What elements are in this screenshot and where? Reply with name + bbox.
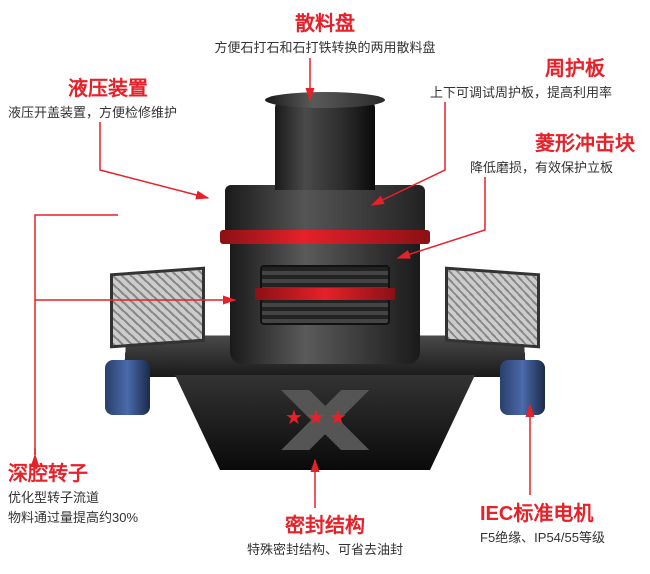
callout-title: 液压装置 [8, 75, 208, 103]
callout-desc: 优化型转子流道 [8, 488, 183, 508]
callout-title: 菱形冲击块 [470, 130, 650, 158]
mesh-guard-left [110, 267, 205, 349]
callout-title: 密封结构 [230, 512, 420, 540]
upper-housing [225, 185, 425, 235]
callout-lingxing: 菱形冲击块 降低磨损，有效保护立板 [470, 130, 650, 178]
callout-desc: 物料通过量提高约30% [8, 508, 183, 528]
callout-title: 散料盘 [210, 10, 440, 38]
callout-zhouhuban: 周护板 上下可调试周护板，提高利用率 [430, 55, 645, 103]
machine-illustration [125, 100, 525, 490]
callout-mifeng: 密封结构 特殊密封结构、可省去油封 [230, 512, 420, 560]
callout-desc: 液压开盖装置，方便检修维护 [8, 103, 208, 123]
mesh-guard-right [445, 267, 540, 349]
callout-iec: IEC标准电机 F5绝缘、IP54/55等级 [480, 500, 645, 548]
red-band [220, 230, 430, 244]
callout-desc: 方便石打石和石打铁转换的两用散料盘 [210, 38, 440, 58]
callout-sanliaopan: 散料盘 方便石打石和石打铁转换的两用散料盘 [210, 10, 440, 58]
hopper-rim [265, 92, 385, 108]
motor-right [500, 360, 545, 415]
callout-shenqiang: 深腔转子 优化型转子流道 物料通过量提高约30% [8, 460, 183, 527]
callout-title: IEC标准电机 [480, 500, 645, 528]
red-access-bar [255, 288, 395, 300]
callout-title: 周护板 [430, 55, 645, 83]
callout-desc: F5绝缘、IP54/55等级 [480, 528, 645, 548]
motor-left [105, 360, 150, 415]
callout-desc: 降低磨损，有效保护立板 [470, 158, 650, 178]
callout-yeya: 液压装置 液压开盖装置，方便检修维护 [8, 75, 208, 123]
feed-hopper [275, 100, 375, 190]
star-decoration: ★★★ [285, 405, 351, 430]
callout-desc: 上下可调试周护板，提高利用率 [430, 83, 645, 103]
callout-title: 深腔转子 [8, 460, 183, 488]
callout-desc: 特殊密封结构、可省去油封 [230, 540, 420, 560]
